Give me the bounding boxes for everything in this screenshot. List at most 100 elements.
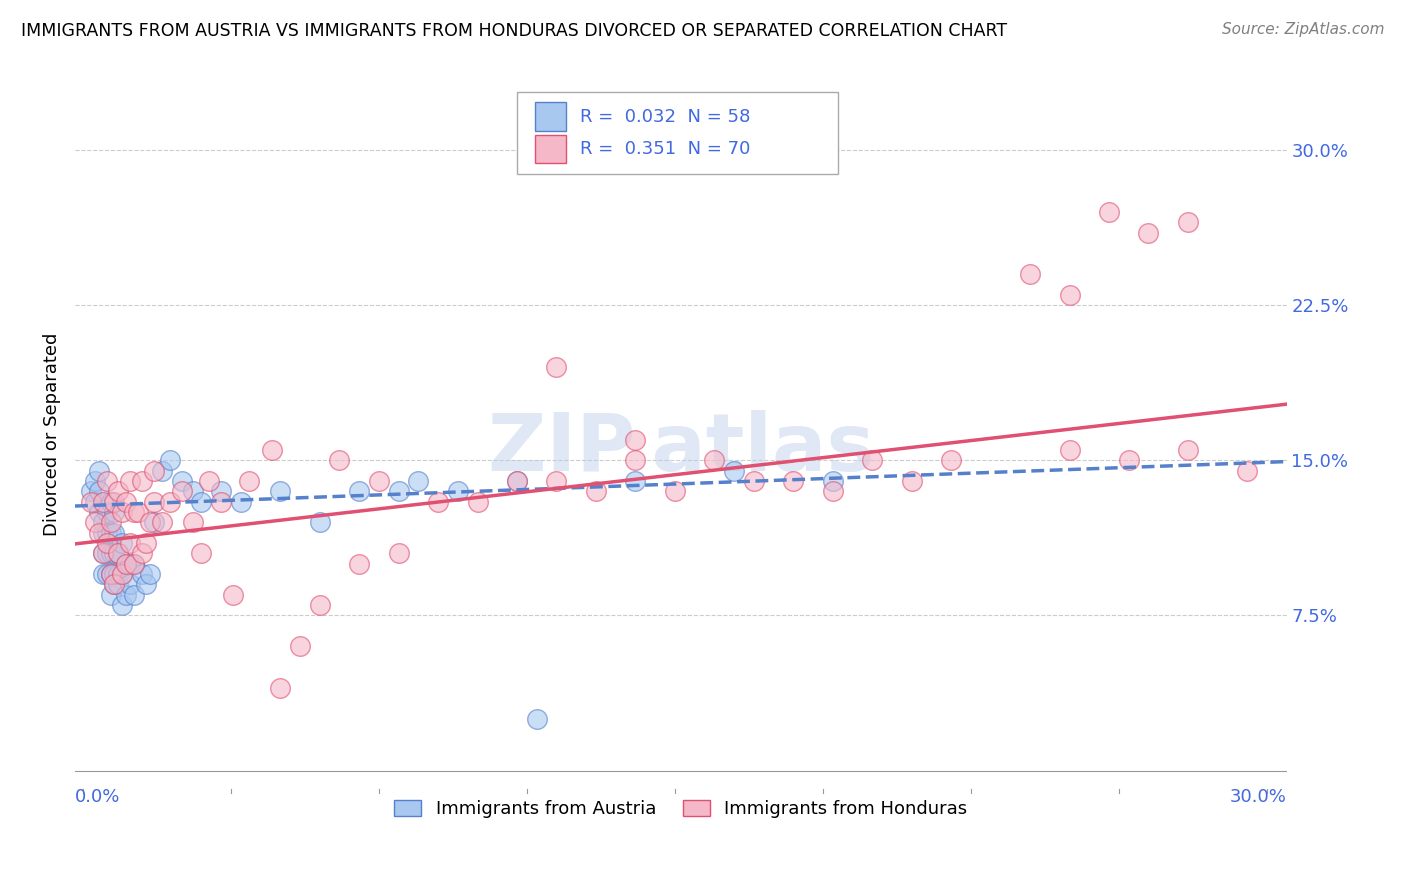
Point (821, 474, 844, 488)
Point (229, 494, 252, 508)
Point (103, 567, 125, 582)
Point (150, 516, 173, 530)
Point (347, 557, 370, 571)
Point (190, 494, 212, 508)
Point (96, 567, 118, 582)
Point (142, 516, 165, 530)
Point (209, 484, 232, 499)
Point (87, 464, 110, 478)
Point (103, 494, 125, 508)
Point (131, 474, 153, 488)
Point (100, 588, 122, 602)
Point (91, 546, 114, 560)
Point (80, 494, 103, 508)
Text: R =  0.351  N = 70: R = 0.351 N = 70 (581, 140, 751, 158)
Point (347, 484, 370, 499)
Point (526, 712, 548, 726)
Point (1177, 215, 1199, 229)
Point (1019, 267, 1042, 281)
Point (367, 474, 389, 488)
Point (83, 516, 105, 530)
Point (122, 588, 145, 602)
Point (107, 484, 129, 499)
Point (506, 474, 529, 488)
Point (447, 484, 470, 499)
Point (183, 484, 205, 499)
Point (388, 546, 411, 560)
Point (939, 453, 962, 467)
Point (546, 360, 568, 375)
Text: R =  0.032  N = 58: R = 0.032 N = 58 (581, 108, 751, 126)
Point (159, 494, 181, 508)
Point (131, 567, 153, 582)
Point (83, 474, 105, 488)
Point (100, 494, 122, 508)
Point (122, 557, 145, 571)
Point (96, 474, 118, 488)
Point (122, 505, 145, 519)
Point (585, 484, 607, 499)
Point (624, 433, 647, 447)
Point (1059, 442, 1081, 457)
Point (742, 474, 765, 488)
Point (135, 577, 157, 591)
Point (100, 525, 122, 540)
Point (87, 505, 110, 519)
Point (115, 557, 138, 571)
Point (103, 546, 125, 560)
Text: IMMIGRANTS FROM AUSTRIA VS IMMIGRANTS FROM HONDURAS DIVORCED OR SEPARATED CORREL: IMMIGRANTS FROM AUSTRIA VS IMMIGRANTS FR… (21, 22, 1007, 40)
Point (80, 484, 103, 499)
Point (83, 494, 105, 508)
Point (269, 681, 291, 695)
Point (87, 484, 110, 499)
Point (288, 640, 311, 654)
Point (111, 598, 134, 612)
Text: Source: ZipAtlas.com: Source: ZipAtlas.com (1222, 22, 1385, 37)
Point (308, 598, 330, 612)
Point (183, 516, 205, 530)
Point (142, 494, 165, 508)
Y-axis label: Divorced or Separated: Divorced or Separated (44, 333, 60, 536)
Point (159, 453, 181, 467)
FancyBboxPatch shape (536, 103, 565, 131)
Point (91, 516, 114, 530)
Point (111, 567, 134, 582)
Point (222, 588, 245, 602)
Point (107, 567, 129, 582)
Point (190, 546, 212, 560)
Text: 30.0%: 30.0% (1230, 789, 1286, 806)
Point (107, 546, 129, 560)
Point (624, 474, 647, 488)
Point (115, 557, 138, 571)
Point (1098, 205, 1121, 219)
Point (170, 484, 193, 499)
Point (120, 536, 142, 550)
Point (103, 505, 125, 519)
Point (703, 453, 725, 467)
Point (664, 484, 686, 499)
Point (115, 588, 138, 602)
Point (262, 442, 284, 457)
Point (139, 516, 162, 530)
Point (328, 453, 350, 467)
Point (91, 567, 114, 582)
Point (103, 577, 125, 591)
Point (103, 577, 125, 591)
Point (139, 567, 162, 582)
Point (198, 474, 221, 488)
Point (100, 567, 122, 582)
Point (269, 484, 291, 499)
Point (87, 525, 110, 540)
Point (96, 525, 118, 540)
Point (135, 536, 157, 550)
Legend: Immigrants from Austria, Immigrants from Honduras: Immigrants from Austria, Immigrants from… (387, 792, 974, 825)
Point (388, 484, 411, 499)
Point (238, 474, 260, 488)
Point (860, 453, 883, 467)
Point (120, 577, 142, 591)
Point (427, 494, 450, 508)
Point (170, 474, 193, 488)
Point (111, 536, 134, 550)
Point (103, 525, 125, 540)
Point (900, 474, 922, 488)
